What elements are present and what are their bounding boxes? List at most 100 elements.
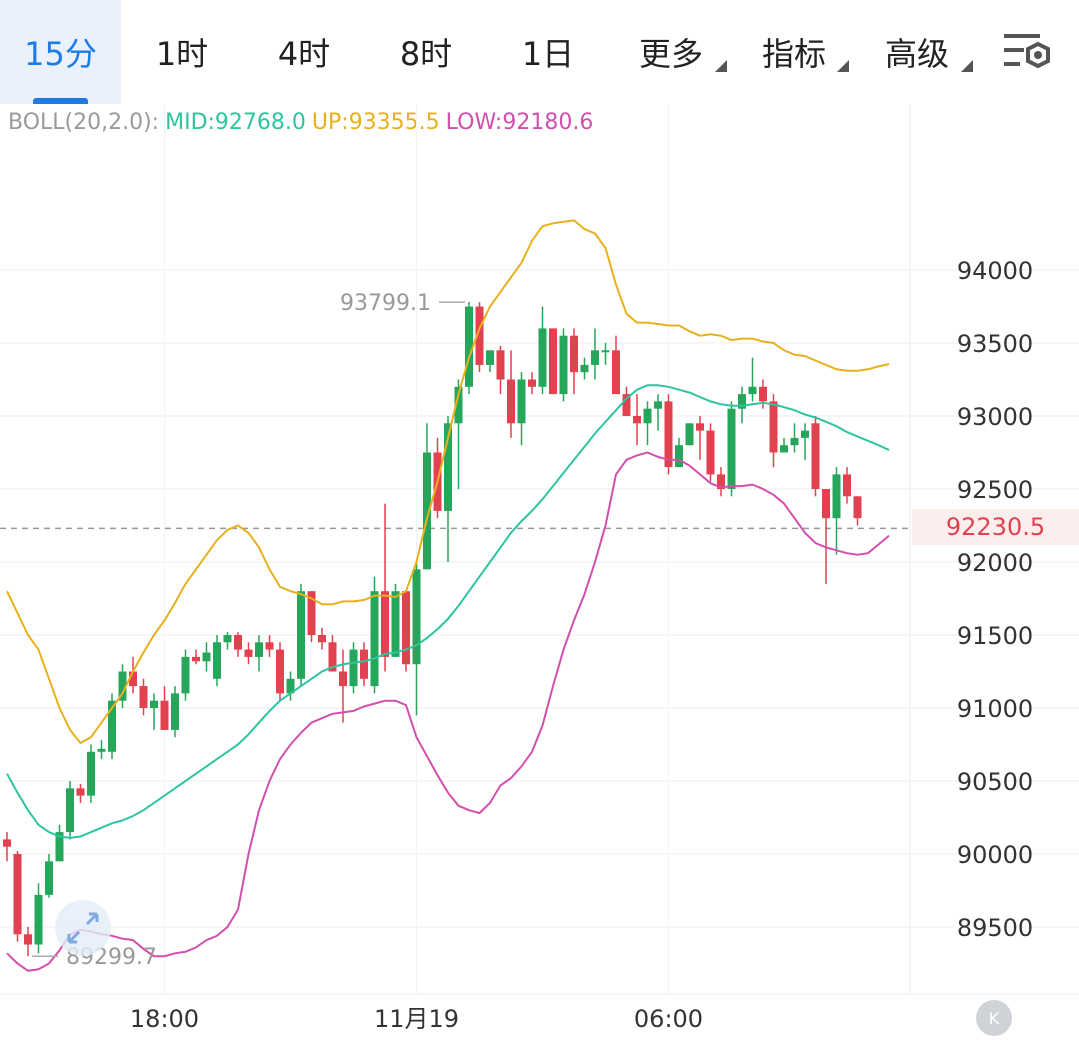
candle-body [580,364,589,373]
candle-body [538,328,547,387]
candle-body [643,408,652,424]
candle-body [97,748,106,752]
boll-upper-line [6,219,890,745]
candle-body [349,649,358,687]
tab-label: 8时 [399,35,453,73]
boll-lower-line [6,451,890,972]
candle-body [738,394,746,409]
tab-label: 更多 [638,35,703,73]
dropdown-triangle-icon [961,60,973,72]
tab-label: 高级 [884,35,949,73]
candle-body [727,408,736,489]
current-price-tag: 92230.5 [912,509,1079,545]
candle-body [759,386,767,402]
tab-1d[interactable]: 1日 [487,0,609,104]
tab-more[interactable]: 更多 [609,0,733,104]
candle-body [402,591,410,665]
candlestick-chart[interactable]: 94000 93500 93000 92500 92000 91500 91000 90500… [0,104,1079,1044]
candle-body [465,306,473,387]
candle-body [223,635,232,643]
candle-body [675,445,683,468]
high-price-label: 93799.1 [340,291,431,316]
tab-label: 4时 [277,35,331,73]
tab-label: 1日 [521,35,575,73]
boll-up: UP:93355.5 [311,110,440,135]
y-tick-label: 94000 [957,257,1033,285]
candle-body [853,496,862,519]
candle-body [423,452,431,570]
tab-8h[interactable]: 8时 [365,0,487,104]
boll-low: LOW:92180.6 [445,110,594,135]
chart-grid [0,104,1079,995]
candle-body [150,700,158,708]
candle-body [55,832,64,862]
candle-body [360,649,368,679]
candle-body [486,350,494,365]
candle-body [822,489,830,519]
y-tick-label: 92000 [957,549,1033,577]
candle-body [297,591,305,679]
candle-body [171,693,179,730]
tab-4h[interactable]: 4时 [243,0,365,104]
boll-legend: BOLL(20,2.0): MID:92768.0 UP:93355.5 LOW:92… [8,110,599,135]
y-tick-label: 90500 [957,768,1033,796]
candle-body [286,678,295,694]
y-tick-label: 92500 [957,476,1033,504]
candles [3,302,862,957]
candle-body [255,642,263,657]
candle-body [780,445,788,453]
candle-body [318,635,326,643]
candle-body [339,671,347,687]
candle-body [160,700,169,730]
candle-body [108,700,116,752]
candle-body [444,423,452,511]
candle-body [34,894,43,945]
candle-body [559,335,568,395]
candle-body [129,671,137,687]
candle-body [528,379,536,387]
x-tick-label: 11月19 [374,1005,459,1033]
chart-settings-icon[interactable] [1000,28,1056,76]
y-tick-label: 90000 [957,841,1033,869]
candle-body [517,379,526,424]
candle-body [328,642,337,672]
candle-body [3,839,11,847]
candle-body [45,861,53,895]
candle-body [13,854,22,935]
y-axis-labels: 94000 93500 93000 92500 92000 91500 91000 90500… [957,257,1033,942]
k-line-button[interactable]: K [976,1000,1012,1036]
candle-body [549,328,557,395]
candle-body [748,386,757,395]
tab-indicators[interactable]: 指标 [733,0,855,104]
candle-body [265,642,274,650]
candle-body [202,652,211,662]
tab-1h[interactable]: 1时 [121,0,243,104]
candle-body [496,350,505,380]
candle-body [654,401,662,409]
boll-label: BOLL(20,2.0): [8,110,160,135]
candle-body [801,430,809,438]
y-tick-label: 93000 [957,403,1033,431]
candle-body [87,751,95,796]
candle-body [696,423,704,431]
candle-body [843,474,851,497]
dropdown-triangle-icon [715,60,727,72]
y-tick-label: 91000 [957,695,1033,723]
candle-body [811,423,820,489]
x-tick-label: 18:00 [130,1005,199,1033]
candle-body [370,591,379,687]
candle-body [570,335,578,373]
active-tab-indicator [33,98,88,104]
candle-body [706,430,715,475]
expand-chart-button[interactable] [55,900,111,956]
candle-body [307,591,316,635]
candle-body [234,635,242,650]
candle-body [664,401,673,468]
candle-body [769,401,778,453]
candle-body [790,437,799,446]
tab-15min[interactable]: 15分 [0,0,121,104]
tab-label: 1时 [155,35,209,73]
candle-body [391,591,400,657]
tab-advanced[interactable]: 高级 [855,0,979,104]
candle-body [612,350,620,395]
